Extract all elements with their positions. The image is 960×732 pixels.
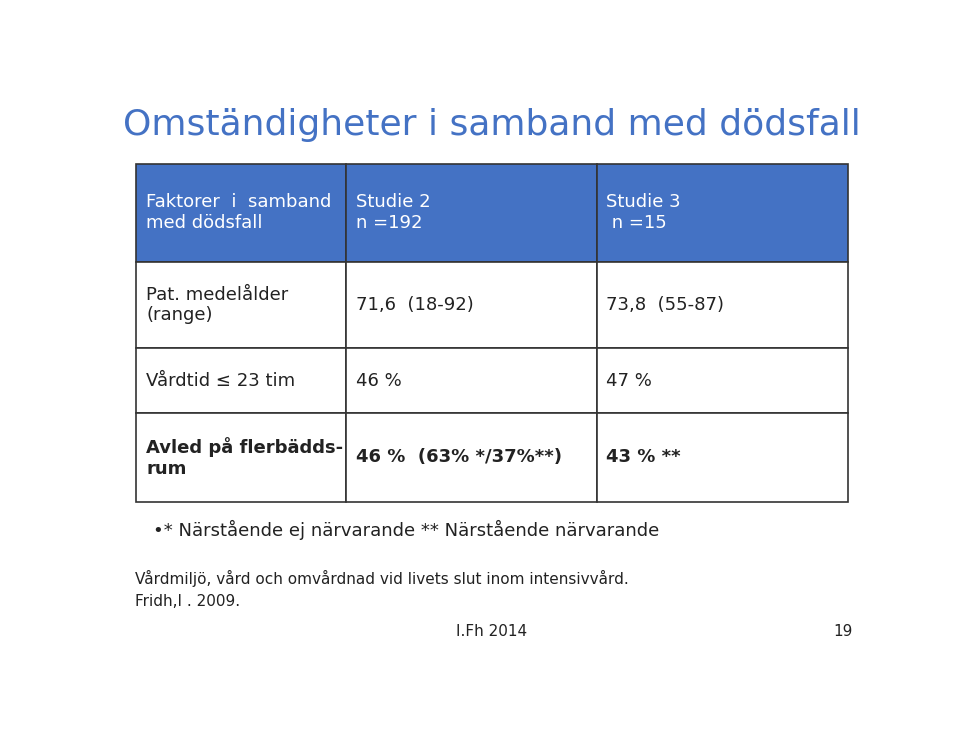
Bar xyxy=(596,348,848,413)
Bar xyxy=(596,413,848,502)
Text: Avled på flerbädds-
rum: Avled på flerbädds- rum xyxy=(146,437,343,478)
Text: 73,8  (55-87): 73,8 (55-87) xyxy=(606,296,724,314)
Text: Pat. medelålder
(range): Pat. medelålder (range) xyxy=(146,285,288,324)
Text: Vårdmiljö, vård och omvårdnad vid livets slut inom intensivvård.: Vårdmiljö, vård och omvårdnad vid livets… xyxy=(134,569,629,586)
Text: 19: 19 xyxy=(833,624,852,639)
Text: Fridh,I . 2009.: Fridh,I . 2009. xyxy=(134,594,240,609)
Text: 47 %: 47 % xyxy=(606,372,652,389)
Bar xyxy=(347,164,596,262)
Text: 46 %  (63% */37%**): 46 % (63% */37%**) xyxy=(356,449,562,466)
Text: Omständigheter i samband med dödsfall: Omständigheter i samband med dödsfall xyxy=(123,108,861,141)
Text: Faktorer  i  samband
med dödsfall: Faktorer i samband med dödsfall xyxy=(146,193,331,232)
Text: I.Fh 2014: I.Fh 2014 xyxy=(456,624,528,639)
Text: Studie 3
 n =15: Studie 3 n =15 xyxy=(606,193,681,232)
Bar xyxy=(596,262,848,348)
Bar xyxy=(347,348,596,413)
Bar xyxy=(136,348,347,413)
Text: Studie 2
n =192: Studie 2 n =192 xyxy=(356,193,430,232)
Bar xyxy=(136,413,347,502)
Bar xyxy=(596,164,848,262)
Text: 71,6  (18-92): 71,6 (18-92) xyxy=(356,296,473,314)
Bar xyxy=(347,262,596,348)
Text: 46 %: 46 % xyxy=(356,372,401,389)
Text: Vårdtid ≤ 23 tim: Vårdtid ≤ 23 tim xyxy=(146,372,295,389)
Bar xyxy=(136,164,347,262)
Bar xyxy=(347,413,596,502)
Text: 43 % **: 43 % ** xyxy=(606,449,681,466)
Text: •* Närstående ej närvarande ** Närstående närvarande: •* Närstående ej närvarande ** Närståend… xyxy=(154,520,660,540)
Bar xyxy=(136,262,347,348)
